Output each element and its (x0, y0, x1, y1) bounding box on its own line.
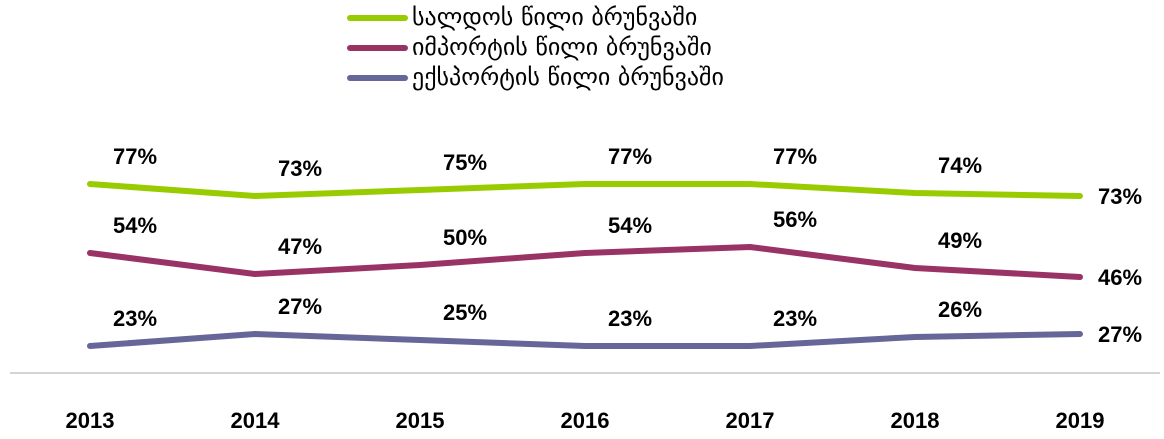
legend-label: სალდოს წილი ბრუნვაში (412, 3, 697, 31)
data-label: 23% (608, 306, 652, 331)
x-tick-label: 2019 (1056, 408, 1105, 433)
data-label: 23% (773, 306, 817, 331)
data-label: 25% (443, 300, 487, 325)
data-label: 73% (278, 156, 322, 181)
data-label: 23% (113, 306, 157, 331)
data-label: 50% (443, 225, 487, 250)
data-label: 75% (443, 150, 487, 175)
legend-label: იმპორტის წილი ბრუნვაში (412, 33, 712, 61)
data-label: 77% (773, 144, 817, 169)
data-label: 77% (113, 144, 157, 169)
series-line (87, 244, 1083, 280)
x-tick-label: 2013 (66, 408, 115, 433)
data-label: 27% (1098, 322, 1142, 347)
data-label: 77% (608, 144, 652, 169)
data-label: 74% (938, 153, 982, 178)
data-label: 54% (608, 213, 652, 238)
series-line (87, 331, 1083, 349)
series-line (87, 181, 1083, 199)
data-label: 46% (1098, 265, 1142, 290)
legend-label: ექსპორტის წილი ბრუნვაში (412, 63, 724, 91)
x-tick-label: 2016 (561, 408, 610, 433)
data-label: 27% (278, 294, 322, 319)
data-label: 73% (1098, 184, 1142, 209)
data-label: 26% (938, 297, 982, 322)
x-tick-label: 2014 (231, 408, 281, 433)
x-tick-label: 2015 (396, 408, 445, 433)
data-label: 56% (773, 207, 817, 232)
x-tick-label: 2017 (726, 408, 775, 433)
x-tick-label: 2018 (891, 408, 940, 433)
data-label: 49% (938, 228, 982, 253)
data-label: 47% (278, 234, 322, 259)
data-label: 54% (113, 213, 157, 238)
